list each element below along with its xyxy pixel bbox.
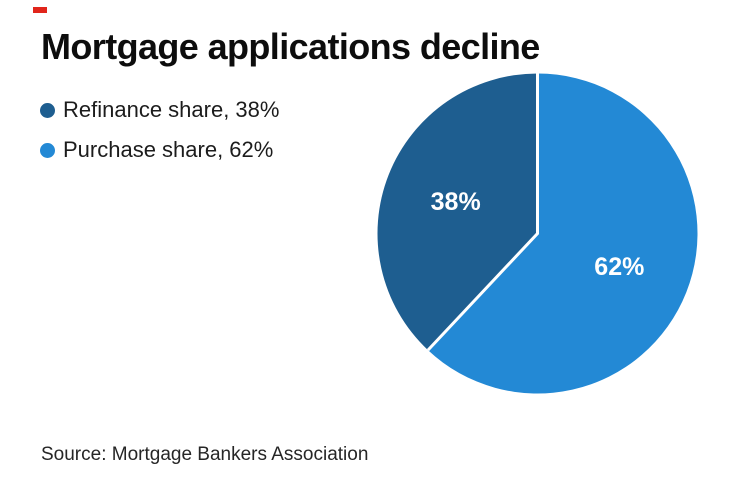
pie-slice-purchase-share (427, 73, 698, 394)
source-note: Source: Mortgage Bankers Association (41, 444, 369, 465)
brand-accent-mark (33, 7, 47, 13)
pie-slice-divider (426, 73, 539, 352)
chart-title: Mortgage applications decline (41, 26, 540, 67)
pie-slice-refinance-share (377, 73, 538, 351)
legend: Refinance share, 38% Purchase share, 62% (40, 96, 279, 176)
legend-dot-purchase (40, 142, 55, 158)
legend-item-refinance: Refinance share, 38% (40, 96, 279, 124)
legend-label-refinance: Refinance share, 38% (63, 97, 280, 122)
pie-value-label: 62% (594, 253, 644, 281)
pie-value-label: 38% (431, 188, 481, 216)
legend-dot-refinance (40, 102, 55, 118)
legend-item-purchase: Purchase share, 62% (40, 136, 279, 164)
legend-label-purchase: Purchase share, 62% (63, 137, 274, 162)
